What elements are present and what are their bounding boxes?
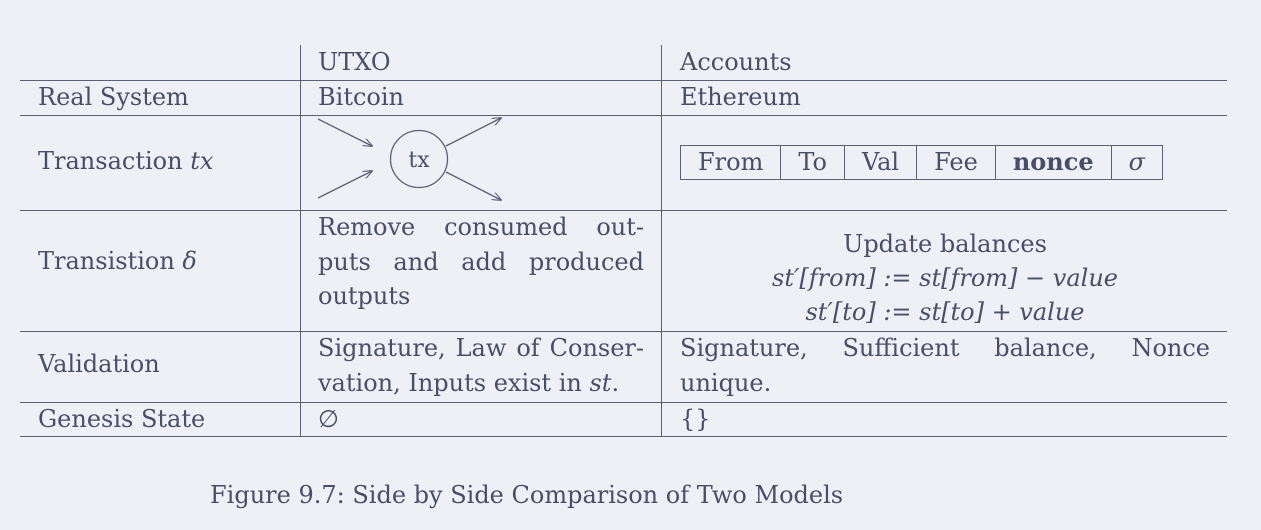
rule-col-2 <box>661 45 663 437</box>
figure-caption: Figure 9.7: Side by Side Comparison of T… <box>210 481 844 509</box>
row-label-transition: Transistion δ <box>38 244 197 278</box>
utxo-transition-line-2: puts and add produced <box>318 247 644 276</box>
tx-node <box>389 129 449 189</box>
tx-node-label: tx <box>408 148 430 173</box>
header-accounts: Accounts <box>680 48 792 76</box>
transaction-fields: From To Val Fee nonce σ <box>680 145 1163 180</box>
transaction-label-var: tx <box>190 147 214 175</box>
rule-real-system <box>20 115 1227 117</box>
accounts-real-system: Ethereum <box>680 83 801 111</box>
row-label-validation: Validation <box>38 350 160 378</box>
header-utxo: UTXO <box>318 48 391 76</box>
row-label-transaction: Transaction tx <box>38 144 213 178</box>
accounts-validation-line-1: Signature, Sufficient balance, Nonce <box>680 334 1210 362</box>
utxo-genesis: ∅ <box>318 405 339 433</box>
input-arrow-2 <box>317 171 372 199</box>
accounts-formula-2: st′[to] := st[to] + value <box>805 298 1085 326</box>
field-val: Val <box>845 146 918 179</box>
row-label-genesis: Genesis State <box>38 405 206 433</box>
comparison-table: UTXO Accounts Real System Bitcoin Ethere… <box>20 45 1227 438</box>
field-fee: Fee <box>917 146 996 179</box>
accounts-genesis: {} <box>680 405 711 433</box>
row-label-real-system: Real System <box>38 83 189 111</box>
utxo-transaction-diagram: tx <box>317 116 502 210</box>
utxo-transition-line-3: outputs <box>318 282 411 310</box>
field-from: From <box>681 146 782 179</box>
transaction-label-text: Transaction <box>38 147 183 175</box>
rule-transaction <box>20 210 1227 212</box>
utxo-validation-line-1: Signature, Law of Conser- <box>318 334 644 362</box>
utxo-real-system: Bitcoin <box>318 83 404 111</box>
utxo-transition-line-1: Remove consumed out- <box>318 213 644 241</box>
field-to: To <box>781 146 845 179</box>
field-nonce: nonce <box>996 146 1112 179</box>
utxo-validation: Signature, Law of Conser- vation, Inputs… <box>318 331 644 400</box>
accounts-formula-1: st′[from] := st[from] − value <box>772 264 1118 292</box>
utxo-validation-var: st <box>589 368 612 397</box>
utxo-validation-prefix: vation, Inputs exist in <box>318 368 582 397</box>
rule-header <box>20 80 1227 82</box>
utxo-validation-line-2: vation, Inputs exist in st. <box>318 366 644 401</box>
rule-validation <box>20 402 1227 404</box>
accounts-validation: Signature, Sufficient balance, Nonce uni… <box>680 331 1210 400</box>
utxo-transition: Remove consumed out- puts and add produc… <box>318 210 644 314</box>
rule-bottom <box>20 436 1227 438</box>
utxo-validation-suffix: . <box>611 368 620 397</box>
output-arrow-1 <box>445 118 501 147</box>
field-sigma: σ <box>1128 148 1145 176</box>
rule-transition <box>20 331 1227 333</box>
transition-label-var: δ <box>182 247 197 275</box>
accounts-transition-title: Update balances <box>843 230 1047 258</box>
transition-label-text: Transistion <box>38 247 175 275</box>
accounts-validation-line-2: unique. <box>680 368 772 397</box>
accounts-transition: Update balances st′[from] := st[from] − … <box>680 227 1210 329</box>
input-arrow-1 <box>317 118 372 146</box>
rule-col-1 <box>300 45 302 437</box>
output-arrow-2 <box>445 171 501 200</box>
